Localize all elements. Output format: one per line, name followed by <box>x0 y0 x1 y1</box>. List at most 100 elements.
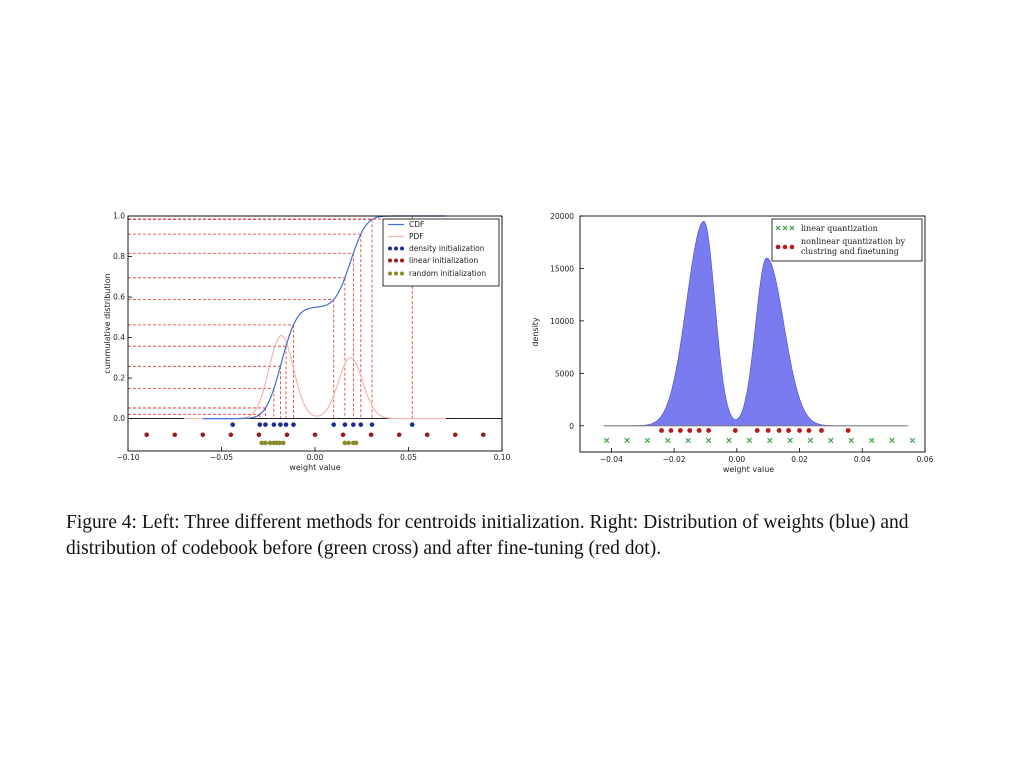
right-chart: −0.04 −0.02 0.00 0.02 0.04 0.06 0 5000 10000 1500… <box>531 212 934 474</box>
y-tick-label: 0.6 <box>113 293 125 302</box>
density-init-point <box>351 422 356 427</box>
linear-quant-point <box>828 437 834 444</box>
x-tick-label: 0.10 <box>494 453 511 462</box>
x-axis-label: weight value <box>723 465 774 474</box>
y-tick-label: 0.0 <box>113 414 125 423</box>
density-init-point <box>409 422 415 427</box>
linear-init-point <box>424 432 430 438</box>
density-init-point <box>331 422 337 427</box>
linear-quant-point <box>767 437 773 444</box>
linear-init-point <box>200 432 206 438</box>
cross-stroke <box>726 437 732 444</box>
y-axis-label: cummulative distribution <box>103 273 112 373</box>
density-init-point <box>369 422 375 427</box>
nonlinear-quant-point <box>776 428 782 433</box>
legend-linear-swatch <box>394 258 398 263</box>
legend-label: density initialization <box>409 244 485 253</box>
legend-red-swatch <box>775 244 781 250</box>
cross-stroke <box>624 437 630 444</box>
linear-quant-point <box>787 437 793 444</box>
density-init-point <box>278 422 283 427</box>
x-tick-label: −0.04 <box>600 455 623 464</box>
linear-init-point <box>284 432 290 438</box>
x-tick-label: 0.02 <box>791 455 808 464</box>
nonlinear-quant-point <box>819 428 824 433</box>
linear-init-point <box>340 432 346 438</box>
y-tick-label: 15000 <box>550 264 574 273</box>
linear-quant-point <box>705 437 712 444</box>
linear-quant-point <box>624 437 630 444</box>
cross-stroke <box>705 437 712 444</box>
cross-stroke <box>746 437 753 444</box>
linear-quant-point <box>848 437 854 444</box>
y-tick-label: 0 <box>569 422 574 431</box>
linear-init-point <box>144 432 149 438</box>
nonlinear-quant-point <box>806 428 812 433</box>
density-init-point <box>283 422 289 427</box>
linear-quant-point <box>726 437 732 444</box>
figure: −0.10 −0.05 0.00 0.05 0.10 0.0 0.2 0.4 0.6 0.8 1.0… <box>103 212 934 475</box>
cross-stroke <box>767 437 773 444</box>
legend-box <box>771 218 923 262</box>
density-init-point <box>230 422 236 427</box>
random-init-point <box>342 440 348 446</box>
x-tick-label: 0.05 <box>400 453 417 462</box>
random-init-point <box>259 440 265 446</box>
linear-quant-point <box>665 437 671 444</box>
nonlinear-quant-point <box>732 428 738 433</box>
y-tick-label: 5000 <box>555 369 574 378</box>
y-tick-label: 0.2 <box>113 374 125 383</box>
density-init-point <box>342 422 348 427</box>
x-tick-label: −0.02 <box>663 455 686 464</box>
density-init-point <box>291 422 296 427</box>
nonlinear-quant-point <box>765 428 771 433</box>
linear-quant-point <box>807 437 814 444</box>
series-pdf <box>184 335 446 420</box>
linear-init-point <box>368 432 374 438</box>
x-tick-label: 0.04 <box>854 455 871 464</box>
y-tick-label: 10000 <box>550 317 574 326</box>
nonlinear-quant-point <box>677 428 683 433</box>
legend-density-swatch <box>388 246 392 251</box>
linear-quant-point <box>869 437 875 444</box>
y-axis-label: density <box>531 317 540 347</box>
linear-init-point <box>228 432 234 438</box>
legend-label: linear initialization <box>409 256 478 265</box>
linear-init-point <box>256 432 262 438</box>
linear-init-point <box>312 432 318 438</box>
x-tick-label: −0.05 <box>210 453 233 462</box>
nonlinear-quant-point <box>845 428 851 433</box>
legend-label: CDF <box>409 220 424 229</box>
legend-random-swatch <box>388 271 392 276</box>
cross-stroke <box>909 437 916 444</box>
y-tick-label: 0.8 <box>113 252 125 261</box>
density-init-point <box>358 422 364 427</box>
linear-quant-point <box>746 437 753 444</box>
legend-green-swatch <box>775 225 781 231</box>
linear-init-point <box>396 432 402 438</box>
legend-red-swatch <box>782 244 788 250</box>
legend-label: random initialization <box>409 269 486 278</box>
x-tick-label: −0.10 <box>117 453 140 462</box>
density-init-point <box>257 422 263 427</box>
legend: CDF PDF density initialization linear initi… <box>382 218 500 287</box>
y-tick-label: 1.0 <box>113 212 125 221</box>
cross-stroke <box>787 437 793 444</box>
legend-random-swatch <box>394 271 398 276</box>
nonlinear-quant-point <box>754 428 760 433</box>
legend: linear quantization nonlinear quantizatio… <box>771 218 923 262</box>
linear-quant-point <box>685 437 691 444</box>
random-init-point <box>277 440 282 446</box>
cross-stroke <box>848 437 854 444</box>
legend-label: nonlinear quantization by clustring and f… <box>801 237 906 256</box>
nonlinear-quant-point <box>797 428 802 433</box>
x-tick-label: 0.00 <box>728 455 745 464</box>
cross-stroke <box>604 437 610 444</box>
legend-linear-swatch <box>388 258 392 263</box>
density-init-point <box>263 422 268 427</box>
legend-density-swatch <box>400 246 404 251</box>
density-init-point <box>271 422 277 427</box>
nonlinear-quant-point <box>668 428 674 433</box>
cross-stroke <box>644 437 651 444</box>
random-init-point <box>346 440 351 446</box>
